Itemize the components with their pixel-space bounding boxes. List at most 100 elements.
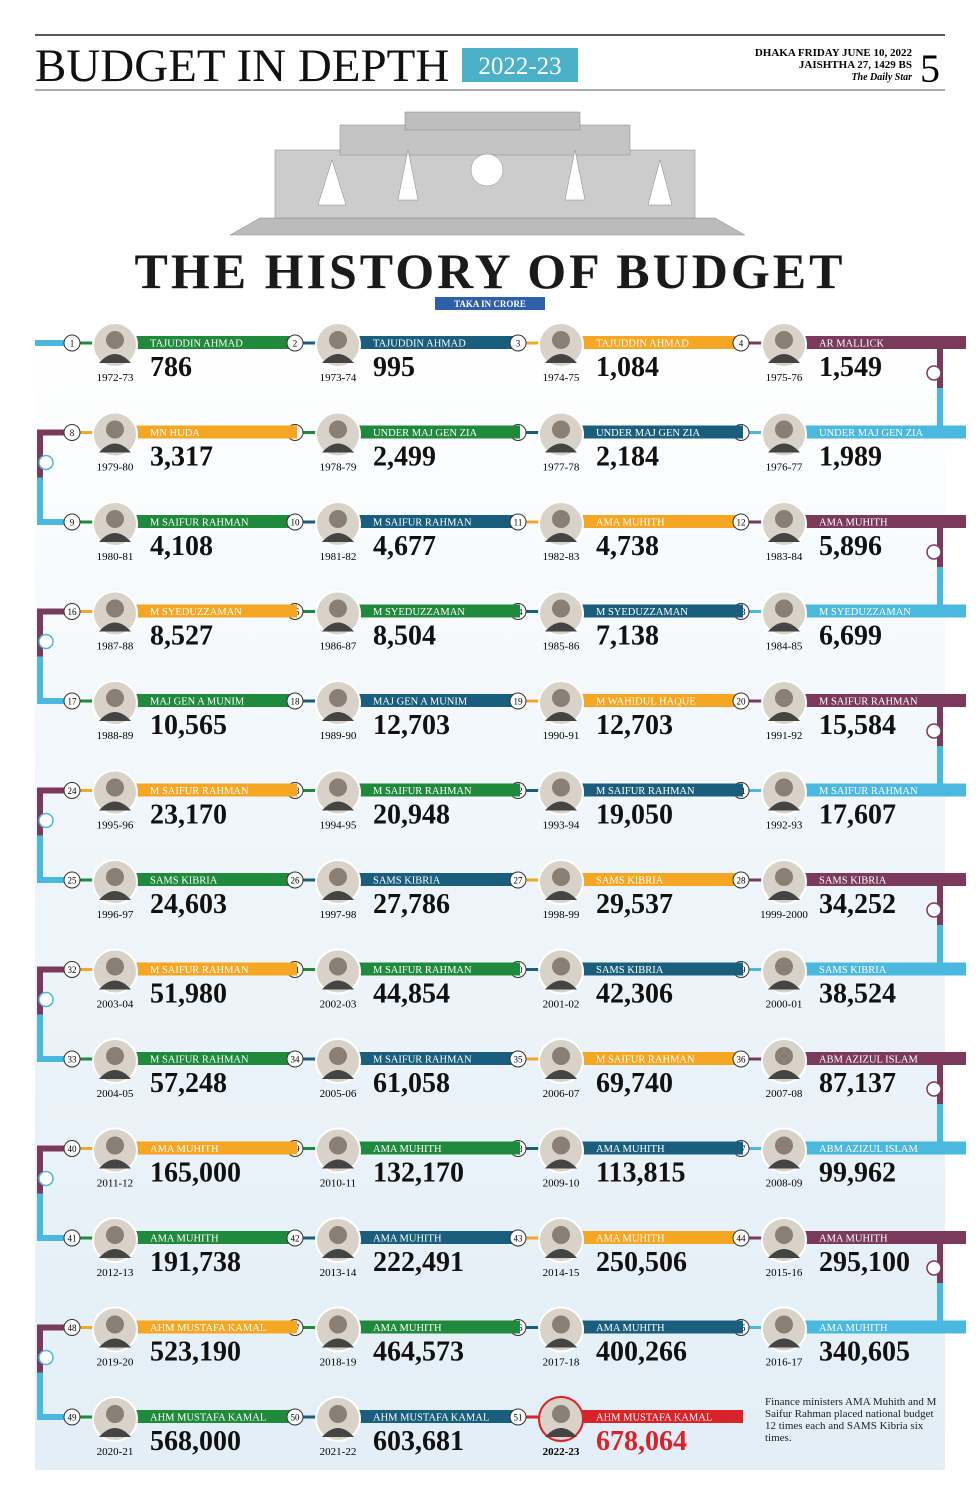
minister: M SAIFUR RAHMAN: [150, 786, 249, 797]
label-bar: [358, 962, 520, 976]
minister: M SYEDUZZAMAN: [150, 607, 242, 618]
year: 1982-83: [543, 551, 580, 563]
year: 2008-09: [766, 1178, 803, 1190]
minister: AMA MUHITH: [596, 1323, 665, 1334]
portrait-body: [768, 1249, 800, 1258]
year: 1980-81: [97, 551, 134, 563]
number-badge: [63, 1229, 81, 1247]
portrait-body: [99, 1070, 131, 1079]
minister: TAJUDDIN AHMAD: [150, 339, 243, 350]
year: 1994-95: [320, 820, 357, 832]
year: 2000-01: [766, 999, 803, 1011]
portrait-head: [329, 420, 347, 439]
year: 2001-02: [543, 999, 580, 1011]
connector: [37, 835, 72, 883]
label-bar: [581, 1410, 743, 1423]
amount: 786: [150, 352, 192, 383]
portrait-head: [552, 510, 570, 528]
entry-number: 19: [514, 697, 524, 707]
arrow-icon: [38, 633, 54, 650]
portrait-body: [545, 533, 577, 542]
portrait-body: [322, 533, 354, 542]
amount: 57,248: [150, 1068, 227, 1099]
portrait-head: [775, 1047, 793, 1065]
portrait-body: [768, 801, 800, 811]
number-badge: [63, 1408, 81, 1426]
portrait-head: [329, 1136, 347, 1155]
amount: 61,058: [373, 1068, 450, 1099]
portrait-head: [329, 868, 347, 886]
label-bar: [135, 515, 297, 528]
minister: M SYEDUZZAMAN: [819, 607, 911, 618]
portrait-body: [322, 891, 354, 900]
unit: TAKA IN CRORE: [454, 299, 526, 309]
number-badge: [732, 1229, 750, 1247]
entry-number: 34: [291, 1055, 301, 1065]
label-bar: [358, 1231, 520, 1244]
year: 1993-94: [543, 820, 580, 832]
amount: 69,740: [596, 1068, 673, 1099]
year: 1978-79: [320, 462, 357, 474]
minister: UNDER MAJ GEN ZIA: [373, 428, 478, 439]
portrait-head: [552, 1226, 570, 1244]
amount: 12,703: [373, 710, 450, 741]
year: 1975-76: [766, 372, 803, 384]
label-bar: [135, 336, 297, 349]
year: 1997-98: [320, 909, 357, 921]
portrait-head: [106, 510, 124, 528]
minister: M SAIFUR RAHMAN: [819, 697, 918, 708]
entry-number: 32: [68, 965, 77, 975]
year: 2017-18: [543, 1357, 580, 1369]
number-badge: [286, 871, 304, 889]
amount: 191,738: [150, 1247, 241, 1278]
label-bar: [135, 962, 297, 976]
portrait-head: [775, 599, 793, 618]
page-number: 5: [920, 46, 940, 91]
minister: M SAIFUR RAHMAN: [596, 1055, 695, 1066]
year: 2019-20: [97, 1357, 134, 1369]
label-bar: [581, 962, 743, 976]
number-badge: [286, 1408, 304, 1426]
label-bar: [581, 783, 743, 797]
connector: [37, 656, 72, 704]
minister: M SYEDUZZAMAN: [373, 607, 465, 618]
entry-number: 28: [737, 876, 747, 886]
portrait-body: [99, 1159, 131, 1169]
number-badge: [509, 871, 527, 889]
number-badge: [286, 513, 304, 531]
amount: 8,504: [373, 621, 436, 652]
minister: AMA MUHITH: [819, 518, 888, 529]
minister: M SAIFUR RAHMAN: [373, 786, 472, 797]
entry-number: 33: [68, 1055, 78, 1065]
portrait-body: [99, 1338, 131, 1348]
entry-number: 27: [514, 876, 524, 886]
label-bar: [804, 1231, 966, 1244]
year: 2012-13: [97, 1267, 134, 1279]
portrait-body: [99, 891, 131, 900]
label-bar: [135, 1052, 297, 1065]
year: 1990-91: [543, 730, 580, 742]
number-badge: [286, 334, 304, 352]
label-bar: [358, 873, 520, 886]
entry-number: 9: [70, 518, 75, 528]
minister: SAMS KIBRIA: [819, 965, 887, 976]
year: 1984-85: [766, 641, 803, 653]
label-bar: [581, 604, 743, 618]
portrait-head: [106, 957, 124, 976]
amount: 4,738: [596, 531, 659, 562]
number-badge: [63, 334, 81, 352]
minister: AMA MUHITH: [373, 1144, 442, 1155]
entry-number: 40: [68, 1144, 78, 1154]
building: [229, 111, 746, 236]
year: 1986-87: [320, 641, 357, 653]
entry-number: 48: [68, 1323, 78, 1333]
portrait-head: [552, 599, 570, 618]
entry-number: 35: [514, 1055, 524, 1065]
minister: AMA MUHITH: [596, 1234, 665, 1245]
year: 1983-84: [766, 551, 803, 563]
entry-number: 11: [514, 518, 523, 528]
year: 1991-92: [766, 730, 803, 742]
minister: AHM MUSTAFA KAMAL: [150, 1413, 266, 1424]
label-bar: [581, 1231, 743, 1244]
entry-number: 4: [739, 339, 744, 349]
